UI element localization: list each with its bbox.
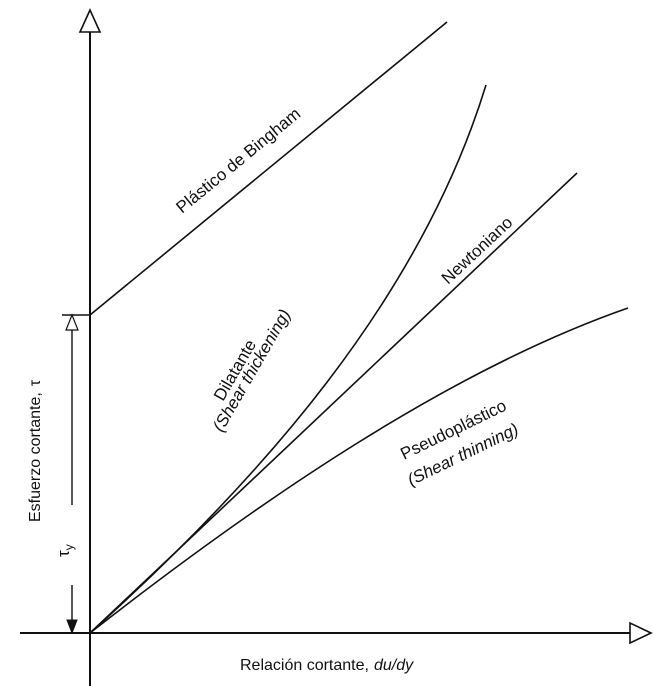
- newtonian-curve: [89, 172, 578, 634]
- x-axis-arrow-icon: [629, 621, 653, 645]
- dilatant-sublabel: (Shear thickening): [209, 306, 294, 435]
- y-axis-title: Esfuerzo cortante,τ: [27, 379, 44, 522]
- x-axis-title: Relación cortante, du/dy: [240, 657, 414, 674]
- x-axis-symbol: du/dy: [374, 657, 414, 674]
- y-axis-symbol: τ: [27, 379, 44, 386]
- yield-stress-symbol: τy: [54, 544, 76, 557]
- yield-arrow-up-icon: [65, 313, 79, 331]
- yield-arrow-down-icon: [66, 619, 78, 635]
- newtonian-label: Newtoniano: [438, 213, 517, 288]
- bingham-plastic-curve: [89, 21, 448, 316]
- bingham-label: Plástico de Bingham: [172, 104, 304, 217]
- dilatant-curve: [89, 84, 487, 634]
- yield-stress-subscript: y: [62, 544, 76, 550]
- y-axis-arrow-icon: [78, 8, 102, 33]
- pseudoplastic-curve: [89, 307, 629, 634]
